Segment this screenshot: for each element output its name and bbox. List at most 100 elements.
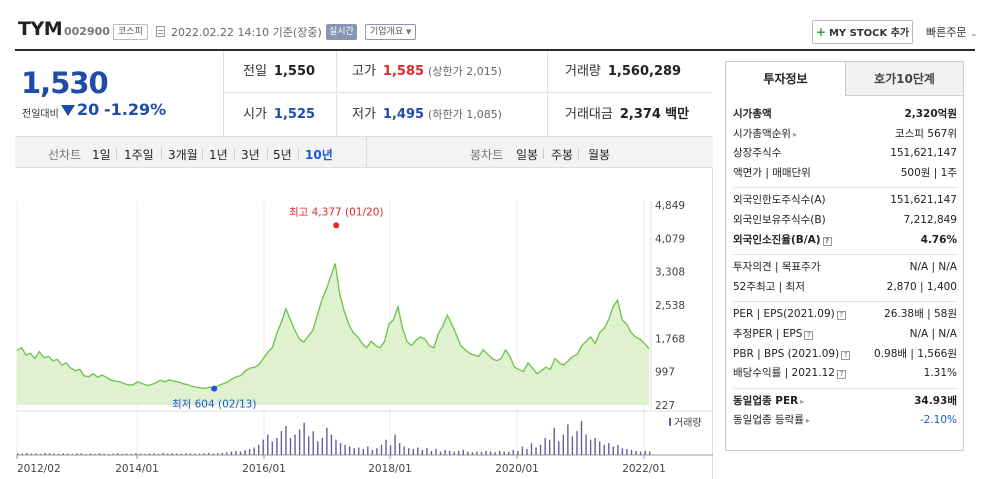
tab-candle-weekly[interactable]: 주봉 [551, 148, 574, 162]
volume-bar [107, 453, 110, 455]
info-row[interactable]: 배당수익률 | 2021.12? 1.31% [733, 364, 957, 384]
tab-period-5y[interactable]: 5년 [273, 148, 292, 162]
volume-bar [89, 453, 92, 455]
chevron-right-icon[interactable]: ▸ [792, 129, 797, 139]
tab-period-10y[interactable]: 10년 [305, 148, 333, 162]
high-annotation: 최고 4,377 (01/20) [289, 206, 384, 218]
realtime-badge[interactable]: 실시간 [326, 24, 357, 40]
volume-bar [512, 449, 514, 455]
volume-legend-swatch [669, 418, 671, 426]
tab-separator [578, 148, 579, 159]
volume-bar [458, 450, 460, 455]
change-label: 전일대비 [22, 109, 59, 120]
price-chart-svg: 4,849 4,079 3,308 2,538 1,768 997 227 최고 4,377 … [16, 200, 713, 475]
tab-period-1d[interactable]: 1일 [92, 148, 111, 162]
help-icon[interactable]: ? [836, 370, 846, 380]
volume-bar [444, 449, 446, 455]
info-row[interactable]: 외국인소진율(B/A)? 4.76% [733, 231, 957, 251]
help-icon[interactable]: ? [822, 236, 832, 246]
volume-bar [426, 448, 428, 455]
volume-bar [235, 450, 237, 455]
info-label: 투자의견 | 목표주가 [733, 258, 821, 278]
info-value: 0.98배 | 1,566원 [874, 347, 957, 360]
volume-bar [471, 452, 474, 455]
volume-bar [358, 447, 360, 455]
volume-bar [530, 443, 533, 455]
tab-candle-daily[interactable]: 일봉 [516, 148, 539, 162]
volume-bar [294, 434, 296, 455]
add-my-stock-button[interactable]: + MY STOCK 추가 [812, 20, 913, 44]
tab-candle-monthly[interactable]: 월봉 [588, 148, 611, 162]
volume-bar [644, 450, 646, 455]
volume-bar [517, 450, 519, 455]
volume-bar [167, 453, 169, 455]
stats-row: 전일 1,550 고가 1,585 (상한가 2,015) 거래량 1,560,289 [224, 51, 713, 93]
info-label: PBR | BPS (2021.09)? [733, 345, 851, 365]
help-icon[interactable]: ? [804, 330, 814, 340]
volume-bar [435, 448, 437, 455]
tab-period-3m[interactable]: 3개월 [168, 148, 198, 162]
tabs-divider [366, 137, 367, 167]
volume-bar [244, 450, 246, 455]
volume-bar [194, 453, 196, 455]
info-row[interactable]: PBR | BPS (2021.09)? 0.98배 | 1,566원 [733, 345, 957, 365]
volume-bar [421, 449, 424, 455]
volume-legend: 거래량 [674, 417, 702, 429]
info-label-text: 시가총액순위 [733, 127, 791, 140]
tab-orderbook[interactable]: 호가10단계 [845, 62, 963, 96]
company-overview-label: 기업개요 [370, 27, 404, 37]
info-row[interactable]: 동일업종 등락률 ▸ -2.10% [733, 411, 957, 431]
price-chart[interactable]: 4,849 4,079 3,308 2,538 1,768 997 227 최고 4,377 … [15, 168, 713, 479]
info-value: 34.93배 [914, 394, 957, 407]
tab-period-1w[interactable]: 1주일 [124, 148, 154, 162]
company-overview-button[interactable]: 기업개요 ▼ [365, 24, 417, 40]
volume-bar [53, 453, 55, 455]
info-row: 시가총액 2,320억원 [733, 105, 957, 125]
volume-bar [585, 434, 587, 455]
volume-bar [285, 426, 287, 455]
info-group: 동일업종 PER ▸ 34.93배 동일업종 등락률 ▸ -2.10% [733, 389, 957, 435]
info-row: 52주최고 | 최저 2,870 | 1,400 [733, 278, 957, 298]
info-label-text: 동일업종 PER [733, 394, 799, 407]
volume-bar [48, 453, 51, 455]
info-row[interactable]: 시가총액순위 ▸ 코스피 567위 [733, 125, 957, 145]
volume-bar [635, 450, 637, 455]
info-group: PER | EPS(2021.09)? 26.38배 | 58원 추정PER | E… [733, 302, 957, 389]
volume-bar [157, 453, 160, 455]
volume-bar [98, 453, 101, 455]
candle-chart-label: 봉차트 [470, 148, 504, 162]
volume-bar [576, 431, 578, 455]
volume-bar [617, 444, 619, 455]
y-tick-label: 3,308 [655, 267, 685, 279]
add-my-stock-label: MY STOCK 추가 [828, 28, 910, 39]
volume-bar [348, 446, 351, 455]
info-label-text: 52주최고 | 최저 [733, 280, 805, 293]
volume-bar [535, 447, 537, 455]
x-tick-label: 2020/01 [495, 463, 539, 475]
trade-value-value: 2,374 [619, 107, 661, 122]
volume-bar [44, 452, 46, 455]
chart-tabs: 선차트 1일 1주일 3개월 1년 3년 5년 10년 봉차트 일봉 주봉 월봉 [15, 136, 713, 168]
quick-order-button[interactable]: 빠른주문 ⌄ [926, 24, 978, 40]
low-marker [211, 385, 218, 392]
help-icon[interactable]: ? [836, 311, 846, 321]
volume-bar [71, 453, 73, 455]
info-value: N/A | N/A [909, 327, 957, 340]
chevron-right-icon[interactable]: ▸ [805, 416, 810, 426]
volume-bar [17, 453, 19, 455]
help-icon[interactable]: ? [841, 350, 851, 360]
x-tick-label: 2018/01 [368, 463, 412, 475]
chevron-right-icon[interactable]: ▸ [800, 396, 805, 406]
volume-bar [503, 451, 505, 455]
volume-bar [112, 453, 114, 455]
info-label-text: 외국인소진율(B/A) [733, 233, 821, 246]
trade-value: 거래대금 2,374 백만 [548, 94, 713, 136]
info-row[interactable]: 동일업종 PER ▸ 34.93배 [733, 392, 957, 412]
tab-period-3y[interactable]: 3년 [241, 148, 260, 162]
trade-value-label: 거래대금 [565, 107, 613, 122]
tab-investment-info[interactable]: 투자정보 [726, 62, 845, 96]
volume-bar [230, 451, 233, 455]
info-row[interactable]: 추정PER | EPS? N/A | N/A [733, 325, 957, 345]
tab-period-1y[interactable]: 1년 [209, 148, 228, 162]
info-row[interactable]: PER | EPS(2021.09)? 26.38배 | 58원 [733, 305, 957, 325]
